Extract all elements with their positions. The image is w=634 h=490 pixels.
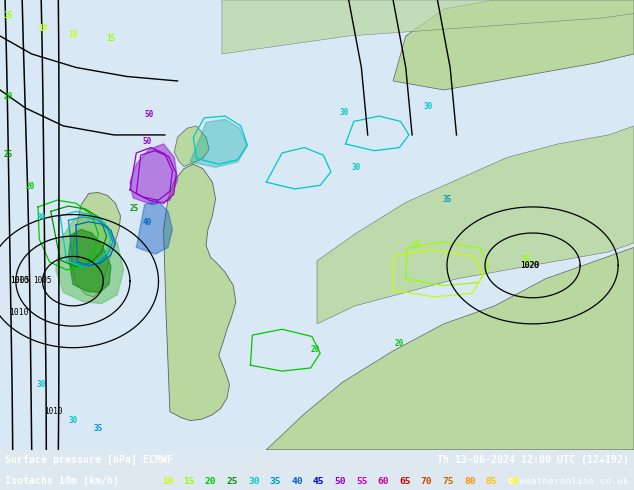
- Text: 30: 30: [68, 416, 78, 425]
- Polygon shape: [68, 229, 111, 293]
- Text: 10: 10: [38, 24, 48, 33]
- Text: 40: 40: [143, 218, 152, 227]
- Text: 1020: 1020: [520, 261, 540, 270]
- Text: 30: 30: [352, 163, 361, 172]
- Text: 25: 25: [3, 150, 13, 159]
- Polygon shape: [136, 200, 172, 254]
- Polygon shape: [56, 216, 124, 304]
- Text: 10: 10: [162, 477, 173, 486]
- Text: 70: 70: [421, 477, 432, 486]
- Text: 15: 15: [183, 477, 195, 486]
- Text: 35: 35: [269, 477, 281, 486]
- Polygon shape: [222, 0, 634, 54]
- Polygon shape: [164, 164, 236, 420]
- Text: 30: 30: [424, 102, 433, 111]
- Text: 90: 90: [507, 477, 519, 486]
- Text: 75: 75: [443, 477, 454, 486]
- Text: 1010: 1010: [10, 308, 29, 317]
- Text: 15: 15: [411, 241, 420, 250]
- Polygon shape: [317, 126, 634, 324]
- Text: 1010: 1010: [44, 407, 63, 416]
- Polygon shape: [266, 247, 634, 450]
- Text: 55: 55: [356, 477, 368, 486]
- Text: 1005: 1005: [33, 276, 51, 285]
- Text: 20: 20: [25, 182, 35, 191]
- Text: 35: 35: [94, 424, 103, 433]
- Text: Isotachs 10m (km/h): Isotachs 10m (km/h): [5, 476, 119, 486]
- Text: 20: 20: [394, 340, 404, 348]
- Text: 30: 30: [248, 477, 259, 486]
- Text: 15: 15: [3, 11, 13, 20]
- Text: 30: 30: [37, 214, 46, 222]
- Text: 30: 30: [37, 380, 46, 389]
- Text: Th 13-06-2024 12:00 UTC (12+192): Th 13-06-2024 12:00 UTC (12+192): [437, 455, 629, 465]
- Text: 15: 15: [521, 255, 531, 264]
- Polygon shape: [71, 193, 120, 297]
- Text: 30: 30: [339, 108, 349, 117]
- Text: 45: 45: [313, 477, 325, 486]
- Polygon shape: [130, 144, 178, 205]
- Text: 1020: 1020: [520, 261, 538, 270]
- Text: 65: 65: [399, 477, 411, 486]
- Text: 25: 25: [226, 477, 238, 486]
- Text: 85: 85: [486, 477, 497, 486]
- Polygon shape: [190, 119, 247, 167]
- Text: 1005: 1005: [10, 276, 30, 285]
- Text: 35: 35: [443, 195, 452, 203]
- Text: 50: 50: [335, 477, 346, 486]
- Text: © weatheronline.co.uk: © weatheronline.co.uk: [508, 477, 629, 486]
- Text: 60: 60: [378, 477, 389, 486]
- Text: 20: 20: [3, 92, 13, 101]
- Text: 10: 10: [68, 30, 78, 39]
- Text: 20: 20: [311, 345, 320, 354]
- Text: 15: 15: [107, 34, 116, 44]
- Polygon shape: [393, 0, 634, 90]
- Text: 50: 50: [143, 137, 152, 146]
- Text: 1010: 1010: [10, 276, 29, 285]
- Text: 20: 20: [205, 477, 216, 486]
- Text: 80: 80: [464, 477, 476, 486]
- Text: 40: 40: [291, 477, 303, 486]
- Text: Surface pressure [hPa] ECMWF: Surface pressure [hPa] ECMWF: [5, 455, 173, 465]
- Text: 25: 25: [130, 204, 139, 214]
- Text: 50: 50: [145, 110, 154, 119]
- Polygon shape: [174, 126, 209, 167]
